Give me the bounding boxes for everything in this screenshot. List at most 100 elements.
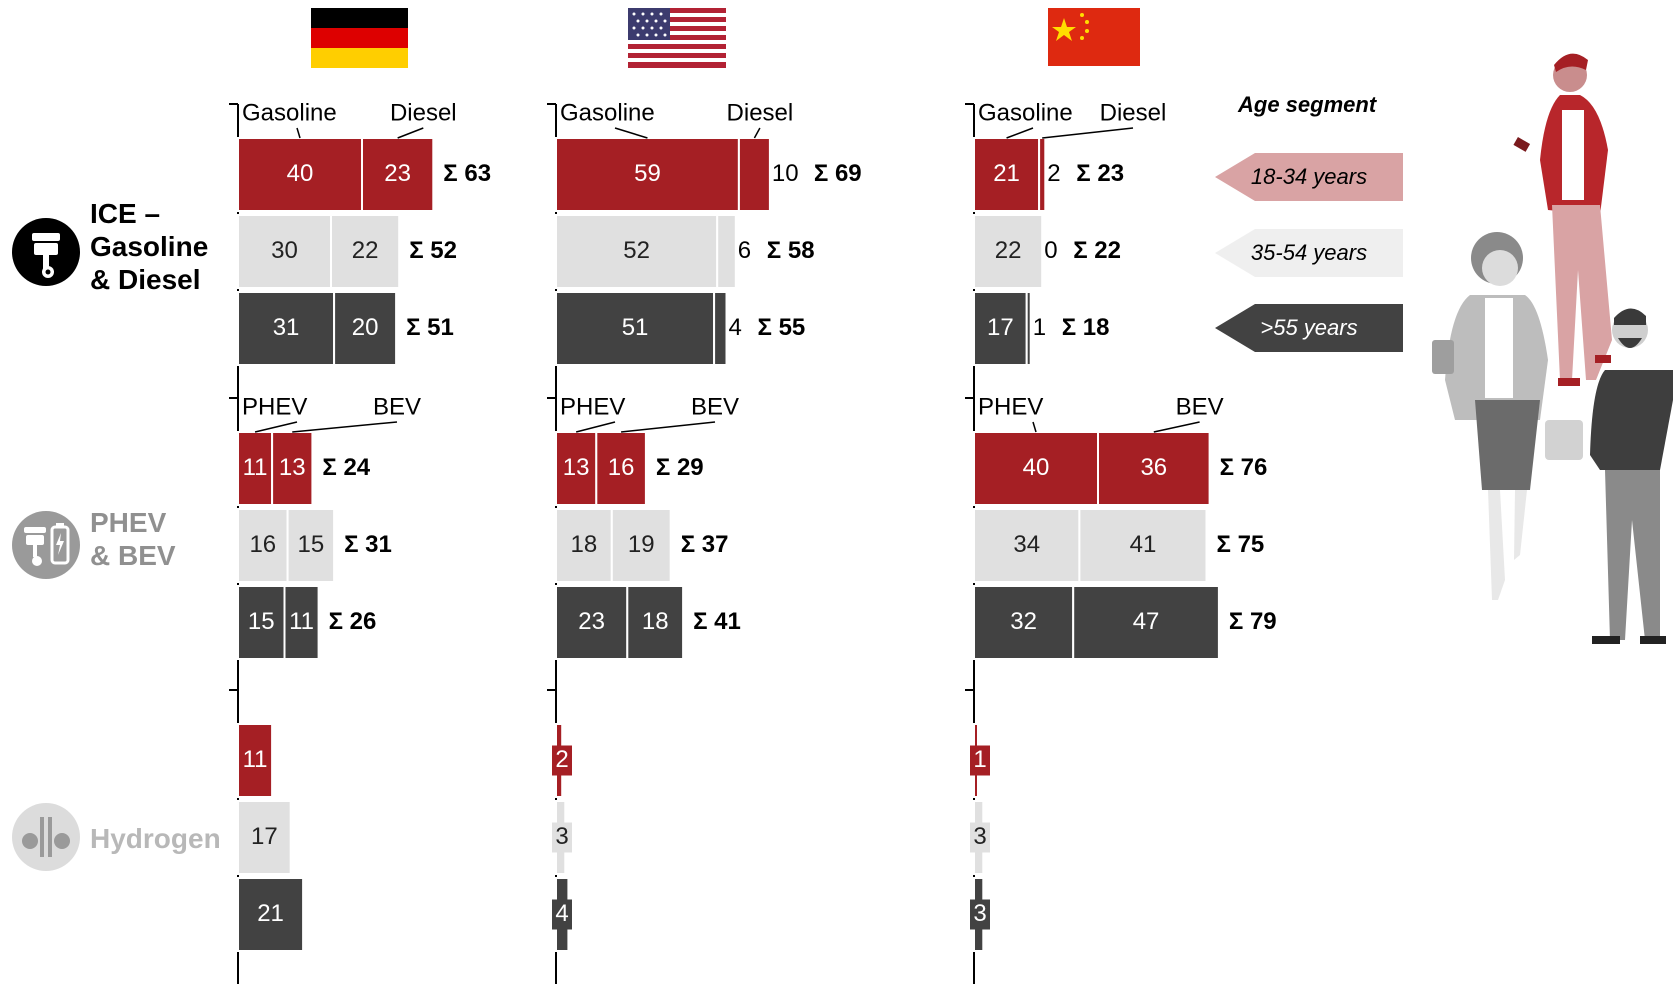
category-phev-line2: & BEV	[90, 540, 176, 571]
bar-value-label: 1	[1033, 314, 1046, 341]
row-total-label: Σ 51	[406, 314, 454, 341]
bar-value-label: 18	[642, 608, 669, 635]
bar-value-label: 23	[578, 608, 605, 635]
bar-value-label: 4	[729, 314, 742, 341]
row-total-label: Σ 22	[1073, 237, 1121, 264]
legend-item-55-plus: >55 years	[1215, 304, 1403, 352]
row-total-label: Σ 63	[443, 160, 491, 187]
value-label-box	[552, 899, 572, 930]
part-label: PHEV	[978, 393, 1043, 420]
bar-value-label: 22	[995, 237, 1022, 264]
part-label: Gasoline	[560, 99, 655, 126]
bar-value-label: 16	[249, 531, 276, 558]
part-label: PHEV	[560, 393, 625, 420]
row-total-label: Σ 75	[1217, 531, 1265, 558]
leader-line	[254, 421, 298, 433]
leader-line	[614, 127, 648, 139]
piston-icon	[12, 218, 80, 286]
row-total-label: Σ 69	[814, 160, 862, 187]
bar-value-label: 10	[772, 160, 799, 187]
people-illustration	[1432, 53, 1673, 644]
bar-segment	[737, 137, 771, 212]
bar-value-label: 52	[623, 237, 650, 264]
row-total-label: Σ 41	[693, 608, 741, 635]
bar-value-label: 13	[279, 454, 306, 481]
category-ice-line3: & Diesel	[90, 264, 201, 295]
legend-label-18-34: 18-34 years	[1250, 164, 1368, 189]
part-label: Diesel	[727, 99, 794, 126]
bar-value-label: 13	[563, 454, 590, 481]
legend-title: Age segment	[1238, 92, 1377, 117]
row-total-label: Σ 24	[322, 454, 370, 481]
category-label-ice: ICE – Gasoline & Diesel	[90, 197, 208, 296]
row-total-label: Σ 37	[681, 531, 729, 558]
usa-flag	[628, 8, 726, 68]
bar-segment	[237, 800, 292, 875]
bar-value-label: 2	[1047, 160, 1060, 187]
bar-segment	[1072, 585, 1220, 660]
row-total-label: Σ 76	[1220, 454, 1268, 481]
bar-value-label: 32	[1010, 608, 1037, 635]
value-label-box	[552, 745, 572, 776]
row-total-label: Σ 79	[1229, 608, 1277, 635]
part-label: PHEV	[242, 393, 307, 420]
piston-battery-icon	[12, 511, 80, 579]
bar-value-label: 22	[352, 237, 379, 264]
bar-segment	[330, 214, 401, 289]
value-label-box	[970, 899, 990, 930]
bar-value-label: 11	[243, 454, 268, 481]
bar-segment	[237, 508, 289, 583]
row-total-label: Σ 52	[409, 237, 457, 264]
legend-item-18-34: 18-34 years	[1215, 153, 1403, 201]
value-label-box	[970, 822, 990, 853]
category-ice-line1: ICE –	[90, 198, 161, 229]
row-total-label: Σ 31	[344, 531, 392, 558]
part-label: BEV	[373, 393, 421, 420]
bar-segment	[973, 508, 1081, 583]
part-label: BEV	[1176, 393, 1224, 420]
bar-segment	[361, 137, 435, 212]
bar-segment	[1025, 291, 1032, 366]
bar-segment	[555, 291, 716, 366]
bar-segment	[237, 137, 363, 212]
row-total-label: Σ 58	[767, 237, 815, 264]
bar-segment	[973, 137, 1041, 212]
bar-segment	[610, 508, 672, 583]
legend-item-35-54: 35-54 years	[1215, 229, 1403, 277]
part-label: Gasoline	[978, 99, 1073, 126]
leader-line	[621, 421, 716, 433]
category-phev-line1: PHEV	[90, 507, 167, 538]
bar-value-label: 30	[271, 237, 298, 264]
leader-line	[1006, 127, 1034, 139]
bar-value-label: 21	[993, 160, 1020, 187]
leader-line	[296, 127, 301, 139]
bar-value-label: 51	[622, 314, 649, 341]
bar-value-label: 2	[555, 746, 568, 773]
leader-line	[1032, 421, 1037, 433]
row-total-label: Σ 55	[758, 314, 806, 341]
germany-flag	[311, 8, 408, 68]
bar-segment	[555, 508, 613, 583]
bar-value-label: 47	[1133, 608, 1160, 635]
bar-segment	[237, 723, 274, 798]
bar-segment	[973, 585, 1075, 660]
part-label: Diesel	[390, 99, 457, 126]
bar-value-label: 6	[738, 237, 751, 264]
bar-value-label: 1	[973, 746, 986, 773]
fuel-cell-icon	[12, 803, 80, 871]
bar-value-label: 15	[297, 531, 324, 558]
leader-line	[753, 127, 761, 139]
bar-segment	[626, 585, 685, 660]
bar-value-label: 17	[987, 314, 1014, 341]
bar-value-label: 34	[1013, 531, 1040, 558]
bar-value-label: 21	[257, 900, 284, 927]
bar-value-label: 11	[243, 746, 268, 773]
bar-segment	[716, 214, 737, 289]
bar-value-label: 16	[608, 454, 635, 481]
row-total-label: Σ 29	[656, 454, 704, 481]
bar-value-label: 40	[1023, 454, 1050, 481]
china-flag	[1048, 8, 1140, 66]
bar-value-label: 23	[384, 160, 411, 187]
legend-label-35-54: 35-54 years	[1250, 240, 1368, 265]
